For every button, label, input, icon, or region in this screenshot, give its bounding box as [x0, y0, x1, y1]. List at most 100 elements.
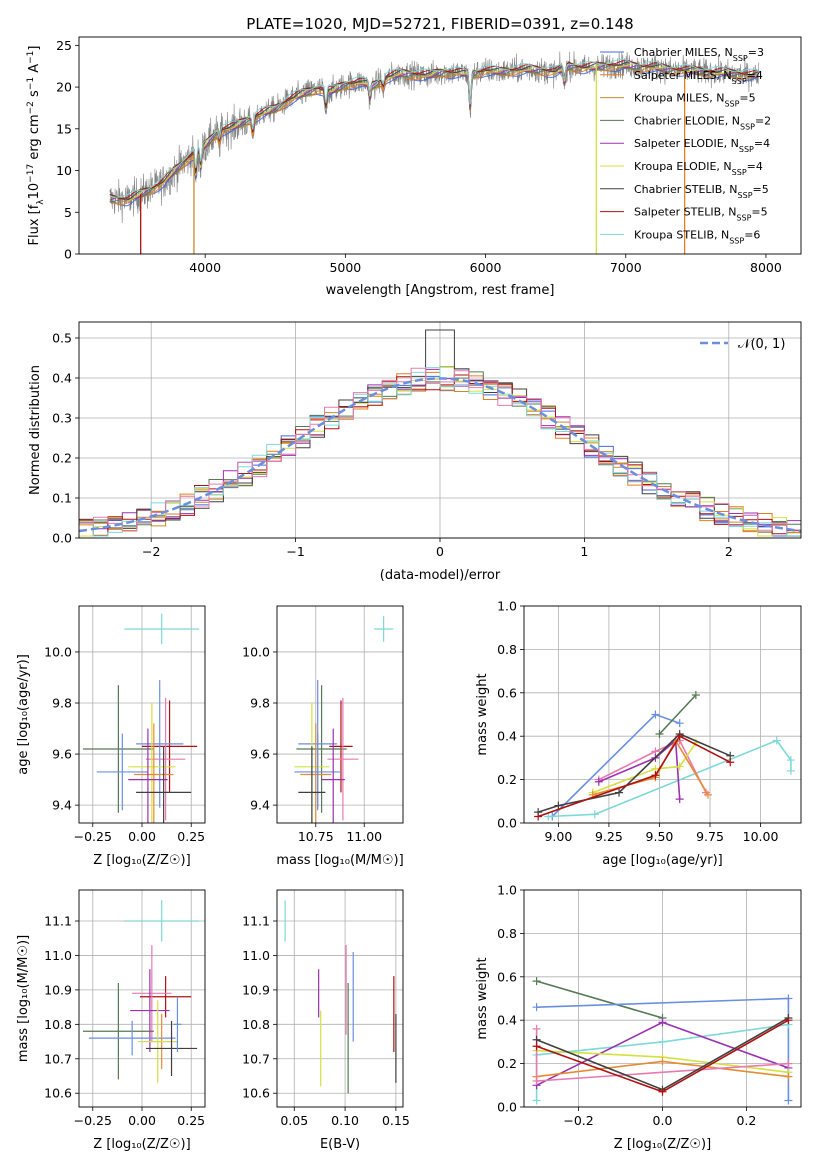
- y-tick-label: 10.7: [242, 1051, 270, 1066]
- legend-entry: Kroupa MILES, NSSP=5: [634, 92, 756, 109]
- legend-entry: Kroupa STELIB, NSSP=6: [634, 228, 760, 245]
- weight-point-marker: [615, 788, 624, 797]
- weight-point-marker: [784, 994, 793, 1003]
- x-axis-label: Z [log₁₀(Z/Z☉)]: [93, 1137, 190, 1152]
- y-axis-label: mass weight: [475, 673, 490, 755]
- y-tick-label: 10.8: [242, 1017, 270, 1032]
- weight-point-marker: [772, 736, 781, 745]
- axes-weight-Z: −0.2 0.0 0.2 0.0 0.2 0.4 0.6 0.8 1.0 Z [log₁₀(Z/Z…: [475, 883, 802, 1152]
- x-tick-label: −0.25: [74, 829, 112, 844]
- legend-entry: Kroupa ELODIE, NSSP=4: [634, 160, 763, 177]
- weight-point-marker: [658, 1018, 667, 1027]
- axes-mass-Z: −0.25 0.00 0.25 10.6 10.7 10.8 10.9 11.0 11.1 Z […: [16, 889, 206, 1152]
- x-tick-label: −2: [142, 544, 160, 559]
- x-axis-label: mass [log₁₀(M/M☉)]: [276, 853, 403, 868]
- y-axis-label: mass [log₁₀(M/M☉)]: [16, 935, 31, 1062]
- weight-point-marker: [532, 1024, 541, 1033]
- x-axis-label: wavelength [Angstrom, rest frame]: [326, 283, 555, 298]
- x-tick-label: 4000: [189, 260, 221, 275]
- y-tick-label: 0.2: [497, 1056, 517, 1071]
- weight-point-marker: [594, 777, 603, 786]
- x-tick-label: 9.00: [544, 829, 572, 844]
- y-tick-label: 9.8: [250, 696, 270, 711]
- legend-entry: Salpeter MILES, NSSP=4: [634, 69, 763, 86]
- y-tick-label: 0.2: [497, 772, 517, 787]
- y-tick-label: 0.2: [52, 451, 72, 466]
- x-tick-label: 0.10: [331, 1113, 359, 1128]
- y-tick-label: 10.0: [242, 644, 270, 659]
- x-tick-label: 9.25: [595, 829, 623, 844]
- y-tick-label: 10.6: [44, 1086, 72, 1101]
- x-tick-label: 5000: [329, 260, 361, 275]
- y-tick-label: 1.0: [497, 599, 517, 614]
- x-tick-label: 9.50: [646, 829, 674, 844]
- y-tick-label: 10: [56, 163, 72, 178]
- axes-frame: [276, 889, 404, 1108]
- weight-point-marker: [655, 730, 664, 739]
- legend-entry: 𝒩(0, 1): [738, 337, 785, 352]
- weight-point-marker: [784, 1059, 793, 1068]
- y-tick-label: 0.0: [497, 1100, 517, 1115]
- y-tick-label: 0: [64, 247, 72, 262]
- x-tick-label: 0.25: [177, 1113, 205, 1128]
- y-tick-label: 9.4: [250, 798, 270, 813]
- spectrum-model-line: [109, 61, 759, 201]
- x-axis-label: Z [log₁₀(Z/Z☉)]: [614, 1137, 711, 1152]
- weight-point-marker: [532, 1042, 541, 1051]
- legend-entry: Chabrier ELODIE, NSSP=2: [634, 114, 771, 130]
- y-tick-label: 11.1: [44, 914, 72, 929]
- legend-entry: Chabrier MILES, NSSP=3: [634, 46, 764, 63]
- y-tick-label: 10.8: [44, 1017, 72, 1032]
- y-tick-label: 0.4: [52, 371, 72, 386]
- x-tick-label: 0: [436, 544, 444, 559]
- axes-frame: [78, 605, 206, 824]
- plot-area-age-Z: [82, 613, 200, 823]
- y-axis-label: age [log₁₀(age/yr)]: [16, 654, 31, 775]
- y-tick-label: 0.5: [52, 331, 72, 346]
- y-tick-label: 0.4: [497, 729, 517, 744]
- x-tick-label: −1: [286, 544, 304, 559]
- weight-point-marker: [532, 977, 541, 986]
- x-tick-label: 11.00: [346, 829, 382, 844]
- x-tick-label: 0.25: [177, 829, 205, 844]
- y-axis-label: mass weight: [475, 957, 490, 1039]
- x-tick-label: 2: [725, 544, 733, 559]
- x-tick-label: 0.2: [736, 1113, 756, 1128]
- x-tick-label: 7000: [610, 260, 642, 275]
- weight-point-marker: [786, 756, 795, 765]
- y-tick-label: 25: [56, 38, 72, 53]
- axes-frame: [78, 889, 206, 1108]
- legend-entry: Chabrier STELIB, NSSP=5: [634, 183, 769, 200]
- figure-title: PLATE=1020, MJD=52721, FIBERID=0391, z=0…: [246, 15, 633, 33]
- y-tick-label: 1.0: [497, 883, 517, 898]
- weight-point-marker: [703, 790, 712, 799]
- x-tick-label: 8000: [750, 260, 782, 275]
- weight-point-marker: [658, 1057, 667, 1066]
- y-tick-label: 10.7: [44, 1051, 72, 1066]
- y-tick-label: 10.9: [242, 982, 270, 997]
- y-tick-label: 15: [56, 121, 72, 136]
- weight-series-line: [592, 742, 697, 794]
- x-axis-label: E(B-V): [320, 1137, 360, 1152]
- plot-area-mass-Z: [82, 900, 200, 1083]
- weight-series-line: [536, 980, 663, 1019]
- axes-spectrum: 4000 5000 6000 7000 8000 0 5 10 15 20 25 wavelength…: [26, 36, 802, 298]
- weight-point-marker: [786, 766, 795, 775]
- axes-frame: [523, 889, 802, 1108]
- y-tick-label: 9.6: [250, 747, 270, 762]
- axes-mass-ebv: 0.05 0.10 0.15 10.6 10.7 10.8 10.9 11.0 11.1 E(B-…: [242, 889, 410, 1152]
- x-tick-label: 0.0: [653, 1113, 673, 1128]
- axes-frame: [276, 605, 404, 824]
- weight-point-marker: [784, 1096, 793, 1105]
- weight-point-marker: [675, 795, 684, 804]
- spectrum-model-line: [109, 63, 759, 201]
- y-tick-label: 0.0: [52, 531, 72, 546]
- legend-entry: Salpeter STELIB, NSSP=5: [634, 206, 768, 223]
- axes-weight-age: 9.00 9.25 9.50 9.75 10.00 0.0 0.2 0.4 0.6 0.8 1.0 a…: [475, 599, 802, 868]
- x-tick-label: 0.00: [128, 1113, 156, 1128]
- y-tick-label: 0.4: [497, 1013, 517, 1028]
- weight-point-marker: [691, 690, 700, 699]
- legend-entry: Salpeter ELODIE, NSSP=4: [634, 137, 770, 154]
- weight-point-marker: [590, 810, 599, 819]
- weight-point-marker: [651, 710, 660, 719]
